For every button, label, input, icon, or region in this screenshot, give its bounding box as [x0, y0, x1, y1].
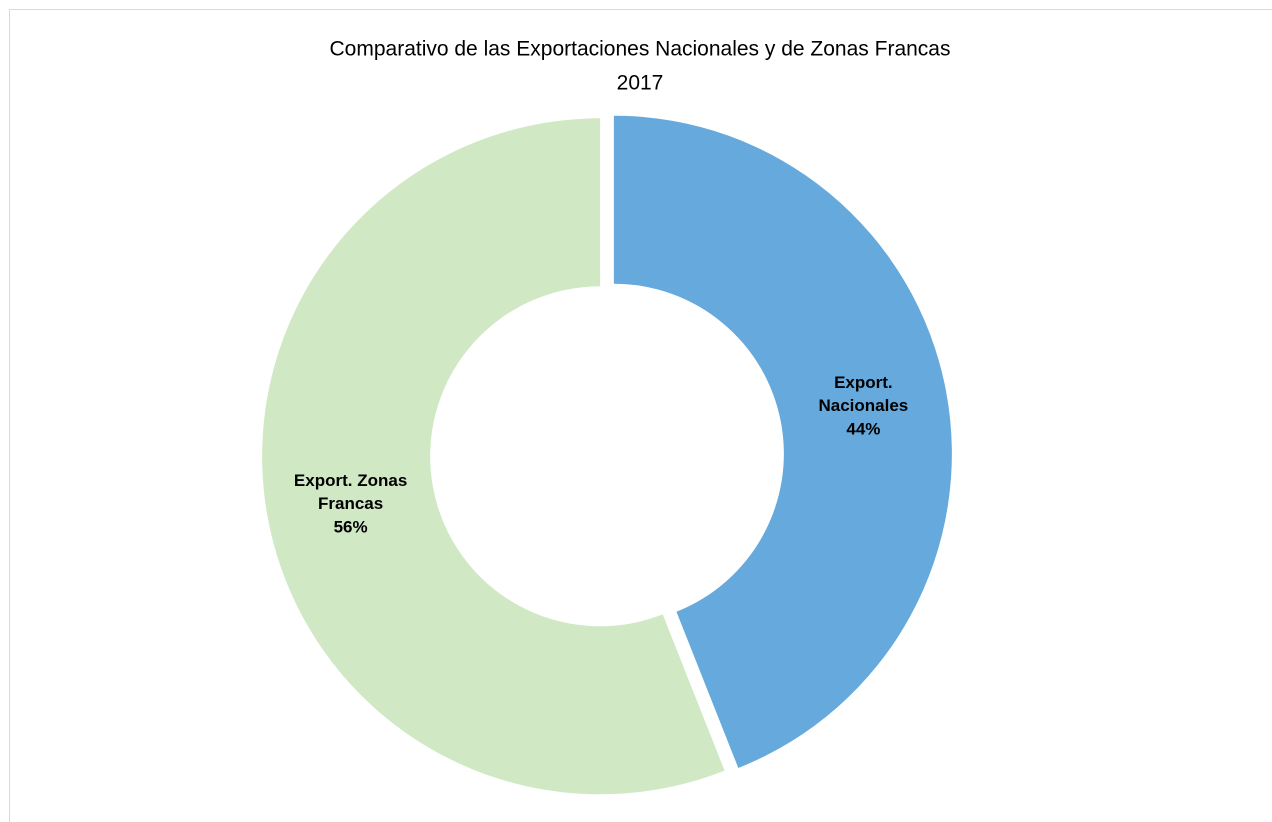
slice-category-label: Export. Nacionales	[818, 373, 909, 416]
slice-value-label: 56%	[333, 517, 368, 537]
donut-slice	[262, 118, 725, 795]
chart-title: Comparativo de las Exportaciones Naciona…	[330, 38, 951, 61]
donut-slice	[613, 115, 952, 768]
slice-value-label: 44%	[846, 419, 881, 439]
slice-category-label: Export. Zonas Francas	[293, 470, 408, 513]
chart-subtitle: 2017	[617, 72, 664, 95]
frame	[9, 9, 1272, 822]
